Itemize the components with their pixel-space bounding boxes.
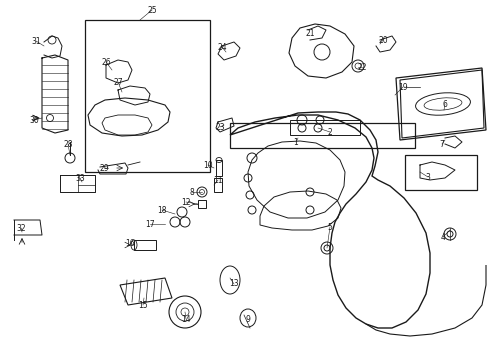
Bar xyxy=(214,178,222,192)
Bar xyxy=(198,200,205,208)
Text: 4: 4 xyxy=(440,233,445,242)
Text: 14: 14 xyxy=(181,315,190,324)
Text: 15: 15 xyxy=(138,301,147,310)
Text: 17: 17 xyxy=(145,220,155,229)
Text: 31: 31 xyxy=(31,36,41,45)
Text: 16: 16 xyxy=(125,239,135,248)
Text: 27: 27 xyxy=(113,77,122,86)
Text: 12: 12 xyxy=(181,198,190,207)
Text: 21: 21 xyxy=(305,28,314,37)
Text: 19: 19 xyxy=(397,82,407,91)
Text: 10: 10 xyxy=(203,161,212,170)
Text: 1: 1 xyxy=(293,138,298,147)
Text: 28: 28 xyxy=(63,140,73,149)
Text: 13: 13 xyxy=(229,279,238,288)
Text: 20: 20 xyxy=(377,36,387,45)
Text: 25: 25 xyxy=(147,5,157,14)
Text: 5: 5 xyxy=(327,222,332,231)
Bar xyxy=(229,123,414,148)
Bar xyxy=(216,160,222,176)
Text: 29: 29 xyxy=(99,163,109,172)
Text: 18: 18 xyxy=(157,206,166,215)
Text: 3: 3 xyxy=(425,172,429,181)
Text: 8: 8 xyxy=(189,188,194,197)
Text: 32: 32 xyxy=(16,224,26,233)
Text: 7: 7 xyxy=(439,140,444,149)
Text: 9: 9 xyxy=(245,315,250,324)
Bar xyxy=(85,20,209,172)
Text: 30: 30 xyxy=(29,116,39,125)
Text: 24: 24 xyxy=(217,42,226,51)
Text: 6: 6 xyxy=(442,99,447,108)
Text: 26: 26 xyxy=(101,58,111,67)
Text: 33: 33 xyxy=(75,174,85,183)
Text: 22: 22 xyxy=(357,63,366,72)
Text: 11: 11 xyxy=(213,176,223,185)
Bar xyxy=(289,120,359,135)
Bar xyxy=(134,240,156,250)
Bar xyxy=(404,155,476,190)
Text: 23: 23 xyxy=(215,122,224,131)
Text: 2: 2 xyxy=(327,127,332,136)
